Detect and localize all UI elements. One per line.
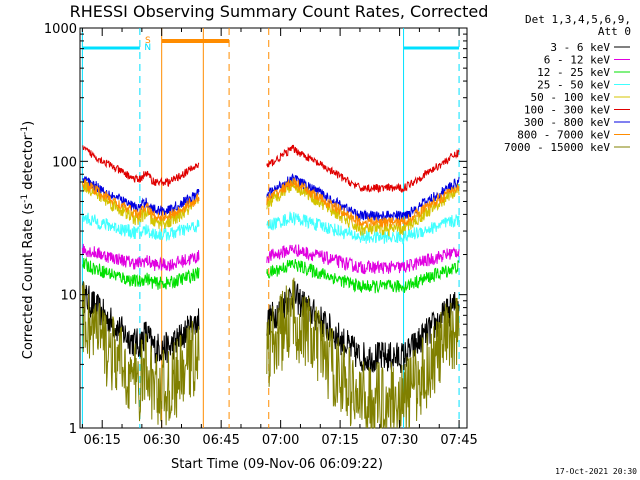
y-axis-label: Corrected Count Rate (s-1 detector-1) <box>20 121 36 359</box>
legend-label: 50 - 100 keV <box>531 91 611 104</box>
y-tick-label: 1 <box>69 422 77 437</box>
x-tick-label: 06:15 <box>83 433 120 448</box>
series-line <box>81 281 200 364</box>
flag-letter: N <box>144 43 151 53</box>
series-line <box>81 212 200 242</box>
series-line <box>81 282 200 426</box>
x-tick-label: 06:45 <box>202 433 239 448</box>
series-line <box>266 211 460 245</box>
series-line <box>82 176 200 216</box>
x-tick-label: 07:00 <box>262 433 299 448</box>
series-line <box>266 144 460 194</box>
chart-title: RHESSI Observing Summary Count Rates, Co… <box>70 2 489 21</box>
y-axis-label-sup1: -1 <box>20 194 30 203</box>
y-tick-label: 100 <box>52 155 77 170</box>
legend-label: 300 - 800 keV <box>524 116 610 129</box>
legend-label: 6 - 12 keV <box>544 54 611 67</box>
plot-border <box>79 27 468 429</box>
plot-frame <box>79 27 468 429</box>
series-line <box>266 244 460 275</box>
x-tick-label: 07:45 <box>440 433 477 448</box>
series-line <box>266 277 460 429</box>
series-line <box>266 177 460 229</box>
y-axis-label-main: Corrected Count Rate (s <box>21 203 36 360</box>
series-layer <box>81 144 460 429</box>
legend-header: Att 0 <box>598 25 631 38</box>
series-line <box>82 256 200 290</box>
legend-label: 25 - 50 keV <box>537 79 610 92</box>
x-axis-label: Start Time (09-Nov-06 06:09:22) <box>171 457 383 472</box>
legend-label: 800 - 7000 keV <box>517 129 610 142</box>
series-line <box>81 178 200 222</box>
legend-header: Det 1,3,4,5,6,9, <box>525 13 631 26</box>
y-axis-label-end: ) <box>21 121 36 126</box>
x-tick-label: 07:30 <box>381 433 418 448</box>
flag-letter: S <box>145 36 151 46</box>
series-line <box>81 243 200 272</box>
y-tick-label: 10 <box>60 289 77 304</box>
legend-label: 7000 - 15000 keV <box>504 141 610 154</box>
y-axis-label-mid: detector <box>21 134 36 194</box>
legend-label: 12 - 25 keV <box>537 66 610 79</box>
timestamp: 17-Oct-2021 20:30 <box>555 467 637 476</box>
y-tick-label: 1000 <box>44 22 77 37</box>
x-tick-label: 07:15 <box>321 433 358 448</box>
x-tick-label: 06:30 <box>143 433 180 448</box>
series-line <box>266 259 460 294</box>
axes-layer: 06:15 06:30 06:45 07:00 07:15 07:30 07:45 1 10 10… <box>44 22 478 448</box>
y-axis-label-sup2: -1 <box>20 126 30 135</box>
legend-label: 100 - 300 keV <box>524 104 610 117</box>
series-line <box>82 145 200 187</box>
legend-label: 3 - 6 keV <box>550 41 610 54</box>
